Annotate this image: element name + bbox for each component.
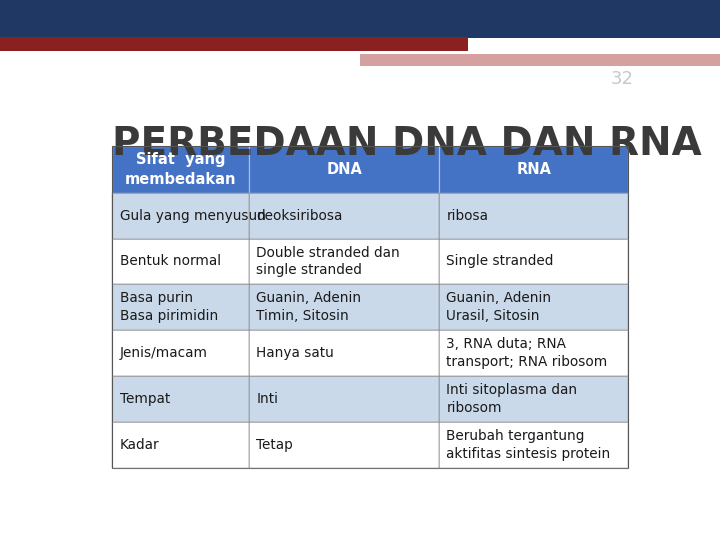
FancyBboxPatch shape bbox=[249, 239, 439, 285]
Text: deoksiribosa: deoksiribosa bbox=[256, 208, 343, 222]
FancyBboxPatch shape bbox=[249, 422, 439, 468]
FancyBboxPatch shape bbox=[112, 146, 249, 193]
Text: PERBEDAAN DNA DAN RNA: PERBEDAAN DNA DAN RNA bbox=[112, 125, 702, 163]
Text: RNA: RNA bbox=[516, 162, 552, 177]
Text: DNA: DNA bbox=[326, 162, 362, 177]
Text: Single stranded: Single stranded bbox=[446, 254, 554, 268]
Text: Guanin, Adenin
Urasil, Sitosin: Guanin, Adenin Urasil, Sitosin bbox=[446, 292, 552, 323]
Text: Inti sitoplasma dan
ribosom: Inti sitoplasma dan ribosom bbox=[446, 383, 577, 415]
FancyBboxPatch shape bbox=[439, 193, 629, 239]
Text: Basa purin
Basa pirimidin: Basa purin Basa pirimidin bbox=[120, 292, 218, 323]
Text: Tempat: Tempat bbox=[120, 392, 170, 406]
FancyBboxPatch shape bbox=[439, 330, 629, 376]
Text: Tetap: Tetap bbox=[256, 438, 293, 452]
Text: Jenis/macam: Jenis/macam bbox=[120, 346, 207, 360]
FancyBboxPatch shape bbox=[439, 285, 629, 330]
Text: Hanya satu: Hanya satu bbox=[256, 346, 334, 360]
FancyBboxPatch shape bbox=[112, 330, 249, 376]
Text: Gula yang menyusun: Gula yang menyusun bbox=[120, 208, 266, 222]
FancyBboxPatch shape bbox=[249, 285, 439, 330]
FancyBboxPatch shape bbox=[112, 193, 249, 239]
Text: 3, RNA duta; RNA
transport; RNA ribosom: 3, RNA duta; RNA transport; RNA ribosom bbox=[446, 338, 608, 369]
FancyBboxPatch shape bbox=[249, 330, 439, 376]
FancyBboxPatch shape bbox=[249, 146, 439, 193]
Text: Sifat  yang
membedakan: Sifat yang membedakan bbox=[125, 152, 236, 187]
FancyBboxPatch shape bbox=[112, 239, 249, 285]
FancyBboxPatch shape bbox=[112, 422, 249, 468]
Text: ribosa: ribosa bbox=[446, 208, 488, 222]
FancyBboxPatch shape bbox=[249, 376, 439, 422]
Text: Double stranded dan
single stranded: Double stranded dan single stranded bbox=[256, 246, 400, 278]
FancyBboxPatch shape bbox=[112, 285, 249, 330]
Text: Inti: Inti bbox=[256, 392, 279, 406]
FancyBboxPatch shape bbox=[249, 193, 439, 239]
Text: Berubah tergantung
aktifitas sintesis protein: Berubah tergantung aktifitas sintesis pr… bbox=[446, 429, 611, 461]
Text: Bentuk normal: Bentuk normal bbox=[120, 254, 221, 268]
Text: 32: 32 bbox=[611, 70, 634, 89]
FancyBboxPatch shape bbox=[439, 146, 629, 193]
FancyBboxPatch shape bbox=[439, 422, 629, 468]
Text: Kadar: Kadar bbox=[120, 438, 159, 452]
FancyBboxPatch shape bbox=[439, 376, 629, 422]
Text: Guanin, Adenin
Timin, Sitosin: Guanin, Adenin Timin, Sitosin bbox=[256, 292, 361, 323]
FancyBboxPatch shape bbox=[112, 376, 249, 422]
FancyBboxPatch shape bbox=[439, 239, 629, 285]
